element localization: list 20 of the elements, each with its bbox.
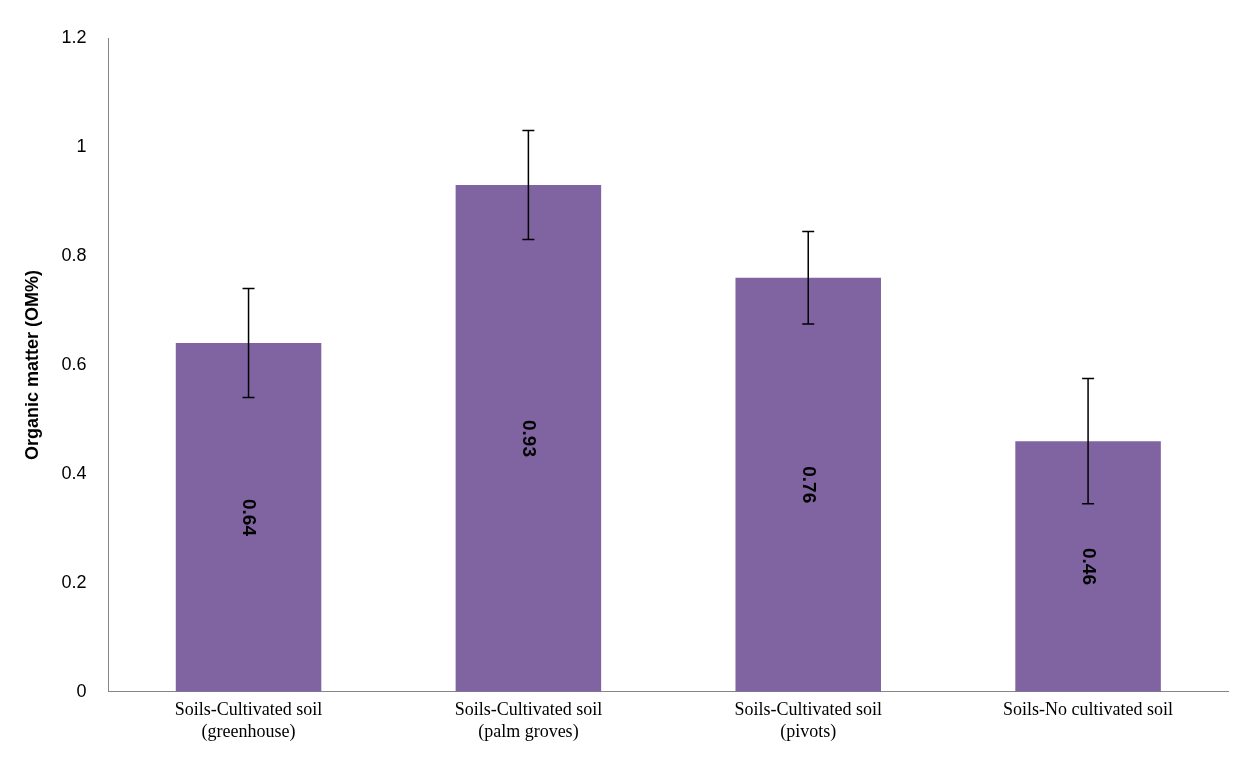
y-tick-label: 0.4 — [61, 462, 87, 483]
y-tick-label: 0.2 — [61, 571, 87, 592]
x-tick-label: Soils-Cultivated soil (pivots) — [734, 699, 882, 742]
bar — [735, 277, 881, 692]
x-tick-label: Soils-No cultivated soil — [1003, 699, 1174, 720]
bar — [1015, 441, 1161, 692]
bar — [455, 185, 602, 692]
x-tick-label: Soils-Cultivated soil (palm groves) — [454, 699, 603, 742]
y-tick-label: 0 — [76, 680, 87, 701]
data-label: 0.64 — [239, 498, 261, 537]
data-label: 0.93 — [519, 419, 541, 457]
data-label: 0.76 — [799, 466, 820, 504]
y-tick-label: 0.6 — [61, 353, 87, 374]
y-tick-label: 1 — [76, 135, 87, 156]
y-axis-title: Organic matter (OM%) — [21, 269, 42, 460]
x-tick-label: Soils-Cultivated soil (greenhouse) — [174, 699, 323, 742]
y-tick-label: 1.2 — [61, 26, 87, 47]
bar — [175, 343, 322, 692]
data-label: 0.46 — [1078, 548, 1100, 585]
y-tick-label: 0.8 — [61, 244, 87, 265]
